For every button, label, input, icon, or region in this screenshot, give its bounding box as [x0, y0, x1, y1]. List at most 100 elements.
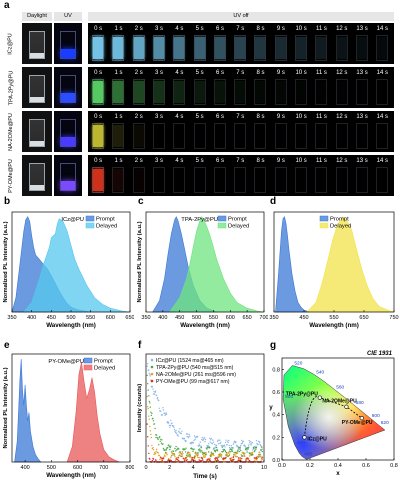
- data-point: [216, 440, 219, 443]
- data-point: [241, 457, 243, 460]
- legend-label: PY-OMe@PU (99 ms@617 nm): [156, 379, 230, 385]
- data-point: [233, 458, 235, 461]
- x-axis-label: Time (s): [193, 473, 217, 480]
- data-point: [225, 456, 227, 459]
- data-point: [150, 411, 152, 413]
- data-point: [174, 456, 176, 458]
- data-point: [254, 450, 256, 452]
- data-point: [160, 458, 162, 460]
- chart-c: 350 400 450 500 550 600 650 700 Wavelength (nm) N…: [137, 211, 268, 329]
- data-point: [231, 446, 233, 449]
- data-point: [235, 441, 237, 443]
- time-label: 12 s: [336, 26, 348, 32]
- afterglow: [275, 37, 286, 59]
- legend-label: Prompt: [228, 217, 247, 223]
- vial-daylight: [29, 119, 45, 147]
- series-2: [146, 395, 263, 463]
- data-point: [203, 456, 205, 458]
- data-point: [152, 449, 155, 451]
- data-point: [158, 454, 160, 457]
- data-point: [215, 446, 218, 449]
- data-point: [185, 433, 188, 435]
- data-point: [149, 374, 151, 376]
- x-tick-label: 700: [99, 465, 108, 471]
- afterglow: [337, 81, 347, 103]
- time-label: 13 s: [356, 114, 368, 120]
- data-point: [158, 399, 160, 402]
- data-point: [235, 451, 237, 453]
- data-point: [208, 458, 210, 461]
- data-point: [193, 439, 195, 442]
- data-point: [178, 452, 180, 454]
- data-point: [147, 363, 149, 365]
- afterglow: [316, 37, 327, 59]
- row-label-text: TPA-2Py@PU: [8, 70, 15, 106]
- data-point: [214, 459, 217, 462]
- data-point: [204, 456, 206, 458]
- data-point: [187, 455, 189, 458]
- data-point: [260, 455, 262, 457]
- time-label: 14 s: [376, 26, 388, 32]
- vial-afterglow: [234, 79, 247, 105]
- time-label: 7 s: [236, 114, 245, 120]
- vial-afterglow: [376, 79, 389, 105]
- data-point: [234, 454, 236, 456]
- vial-afterglow: [254, 35, 267, 61]
- data-point: [181, 451, 184, 453]
- x-tick-label: 650: [125, 315, 134, 321]
- data-point: [154, 452, 157, 454]
- x-tick-label: 2: [168, 465, 171, 471]
- data-point: [232, 447, 234, 449]
- row-label: TPA-2Py@PU: [4, 70, 18, 106]
- x-tick-label: 0.6: [362, 463, 370, 469]
- data-point: [172, 425, 175, 427]
- data-point: [154, 427, 156, 430]
- x-tick-label: 700: [259, 315, 268, 321]
- data-point: [153, 390, 155, 393]
- data-point: [191, 457, 194, 459]
- data-point: [252, 449, 254, 451]
- vial-afterglow: [335, 123, 348, 149]
- data-point: [162, 407, 164, 409]
- vial-afterglow: [335, 35, 348, 61]
- x-tick-label: 0.2: [306, 463, 314, 469]
- uv-glow: [61, 137, 75, 146]
- cie-point-label: ICz@PU: [307, 436, 327, 442]
- uv-off-strip: [88, 111, 394, 152]
- header-uv-off: UV off: [88, 12, 394, 21]
- legend-swatch: [319, 215, 329, 222]
- afterglow: [113, 37, 124, 59]
- uv-glow: [61, 49, 75, 58]
- data-point: [232, 443, 235, 445]
- vial-afterglow: [92, 123, 104, 149]
- vial-afterglow: [295, 35, 307, 61]
- x-tick-label: 400: [27, 315, 36, 321]
- x-tick-label: 450: [175, 315, 184, 321]
- data-point: [150, 414, 153, 417]
- vial-afterglow: [355, 35, 368, 61]
- data-point: [148, 415, 150, 417]
- data-point: [211, 454, 213, 457]
- vial-afterglow: [376, 123, 389, 149]
- data-point: [148, 369, 150, 371]
- data-point: [243, 452, 245, 455]
- vial-afterglow: [315, 79, 328, 105]
- time-label: 3 s: [155, 26, 164, 32]
- data-point: [163, 456, 165, 458]
- locus-label: 460: [304, 452, 312, 458]
- data-point: [198, 459, 200, 461]
- legend-marker: [150, 365, 154, 369]
- data-point: [147, 445, 149, 447]
- header-daylight: Daylight: [22, 12, 52, 21]
- data-point: [190, 443, 192, 445]
- time-label: 2 s: [134, 114, 143, 120]
- header-uv: UV: [54, 12, 82, 21]
- vial-uv: [60, 119, 76, 147]
- locus-label: 540: [316, 370, 324, 376]
- data-point: [240, 460, 242, 462]
- data-point: [204, 441, 206, 443]
- row-label-text: ICz@PU: [8, 33, 15, 55]
- inset-label: PY-OMe@PU: [48, 359, 84, 365]
- data-point: [184, 459, 186, 461]
- time-label: 1 s: [114, 114, 123, 120]
